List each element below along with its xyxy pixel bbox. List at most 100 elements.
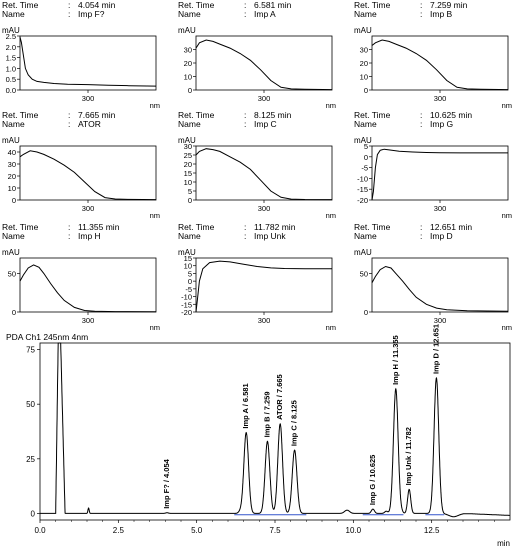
name-colon: : — [420, 231, 422, 241]
nm-axis-label: nm — [150, 323, 160, 332]
y-tick-label: 2.5 — [6, 32, 16, 41]
name-label: Name — [354, 119, 377, 129]
x-tick-label: 300 — [258, 94, 271, 103]
name-colon: : — [68, 231, 70, 241]
y-tick-label: 5 — [364, 142, 368, 151]
name-label: Name — [2, 231, 25, 241]
x-tick-label: 10.0 — [346, 526, 362, 535]
y-tick-label: 5 — [188, 187, 192, 196]
ret-time-value: 6.581 min — [254, 0, 292, 10]
x-tick-label: 300 — [434, 204, 447, 213]
ret-time-colon: : — [68, 222, 70, 232]
spectrum-panel-9: Ret. Time:12.651 min Name: Imp D mAU 0 50 300 n… — [354, 222, 512, 332]
ret-time-label: Ret. Time — [354, 222, 391, 232]
spectrum-curve — [371, 148, 508, 201]
x-tick-label: 300 — [434, 316, 447, 325]
ret-time-colon: : — [244, 110, 246, 120]
y-tick-label: 0.0 — [6, 86, 16, 95]
spectrum-panel-6: Ret. Time:10.625 min Name: Imp G mAU -20 -15 -… — [354, 110, 512, 220]
y-tick-label: 10 — [360, 73, 368, 82]
y-tick-label: 10 — [184, 178, 192, 187]
name-label: Name — [354, 9, 377, 19]
spectrum-curve — [19, 36, 157, 87]
name-label: Name — [178, 119, 201, 129]
y-tick-label: 5 — [188, 269, 192, 278]
y-tick-label: 20 — [184, 160, 192, 169]
chromatogram-panel: PDA Ch1 245nm 4nm 0 25 50 75 0.0 2.5 5.0 7.5 10.0… — [6, 324, 511, 548]
name-label: Name — [2, 119, 25, 129]
y-tick-label: 30 — [184, 46, 192, 55]
nm-axis-label: nm — [150, 211, 160, 220]
x-tick-label: 300 — [82, 316, 95, 325]
y-tick-label: -20 — [181, 308, 192, 317]
ret-time-label: Ret. Time — [178, 0, 215, 10]
detector-header: PDA Ch1 245nm 4nm — [6, 332, 88, 342]
y-tick-label: 20 — [360, 59, 368, 68]
plot-frame — [371, 257, 509, 313]
x-tick-label: 300 — [82, 204, 95, 213]
ret-time-value: 4.054 min — [78, 0, 116, 10]
ret-time-colon: : — [420, 110, 422, 120]
x-tick-label: 300 — [258, 316, 271, 325]
peak-label: Imp H / 11.355 — [391, 335, 400, 385]
peak-label: Imp D / 12.651 — [431, 324, 440, 374]
plot-frame — [19, 257, 157, 313]
y-tick-label: 1.0 — [6, 64, 16, 73]
y-tick-label: 0 — [12, 308, 16, 317]
spectrum-curve — [371, 265, 509, 312]
y-tick-label: 0 — [31, 509, 36, 518]
x-tick-label: 12.5 — [424, 526, 440, 535]
mau-axis-label: mAU — [178, 136, 196, 145]
name-colon: : — [244, 9, 246, 19]
ret-time-colon: : — [420, 222, 422, 232]
ret-time-value: 7.259 min — [430, 0, 468, 10]
name-value: ATOR — [78, 119, 101, 129]
x-tick-label: 0.0 — [34, 526, 46, 535]
name-value: Imp B — [430, 9, 453, 19]
peak-label: ATOR / 7.665 — [275, 374, 284, 420]
spectrum-curve — [371, 39, 509, 91]
peak-label: Imp G / 10.625 — [368, 455, 377, 505]
name-value: Imp H — [78, 231, 101, 241]
nm-axis-label: nm — [502, 211, 512, 220]
y-tick-label: 50 — [8, 269, 16, 278]
y-tick-label: -10 — [357, 174, 368, 183]
name-label: Name — [354, 231, 377, 241]
ret-time-value: 11.782 min — [254, 222, 296, 232]
name-colon: : — [68, 9, 70, 19]
y-tick-label: -5 — [185, 285, 192, 294]
name-colon: : — [420, 119, 422, 129]
y-tick-label: 30 — [184, 142, 192, 151]
y-tick-label: 1.5 — [6, 54, 16, 63]
nm-axis-label: nm — [326, 211, 336, 220]
name-value: Imp G — [430, 119, 453, 129]
y-tick-label: 15 — [184, 169, 192, 178]
x-tick-label: 300 — [434, 94, 447, 103]
peak-label: Imp A / 6.581 — [241, 383, 250, 428]
y-tick-label: 0 — [364, 86, 368, 95]
name-value: Imp C — [254, 119, 277, 129]
peak-label: Imp F? / 4.054 — [162, 458, 171, 508]
spectrum-curve — [195, 148, 333, 201]
nm-axis-label: nm — [326, 101, 336, 110]
name-colon: : — [420, 9, 422, 19]
ret-time-colon: : — [68, 110, 70, 120]
ret-time-colon: : — [244, 0, 246, 10]
y-tick-label: 75 — [26, 346, 35, 355]
ret-time-value: 12.651 min — [430, 222, 472, 232]
nm-axis-label: nm — [326, 323, 336, 332]
y-tick-label: -15 — [357, 185, 368, 194]
ret-time-colon: : — [68, 0, 70, 10]
spectrum-panel-7: Ret. Time:11.355 min Name: Imp H mAU 0 50 300 n… — [2, 222, 160, 332]
y-tick-label: 50 — [360, 269, 368, 278]
plot-frame — [195, 145, 333, 201]
spectrum-panel-3: Ret. Time:7.259 min Name: Imp B mAU 0 10 20 30 3… — [354, 0, 512, 110]
plot-frame — [371, 145, 509, 201]
y-tick-label: 10 — [8, 184, 16, 193]
name-colon: : — [68, 119, 70, 129]
ret-time-label: Ret. Time — [354, 110, 391, 120]
name-label: Name — [2, 9, 25, 19]
y-tick-label: 30 — [360, 46, 368, 55]
y-tick-label: 30 — [8, 160, 16, 169]
